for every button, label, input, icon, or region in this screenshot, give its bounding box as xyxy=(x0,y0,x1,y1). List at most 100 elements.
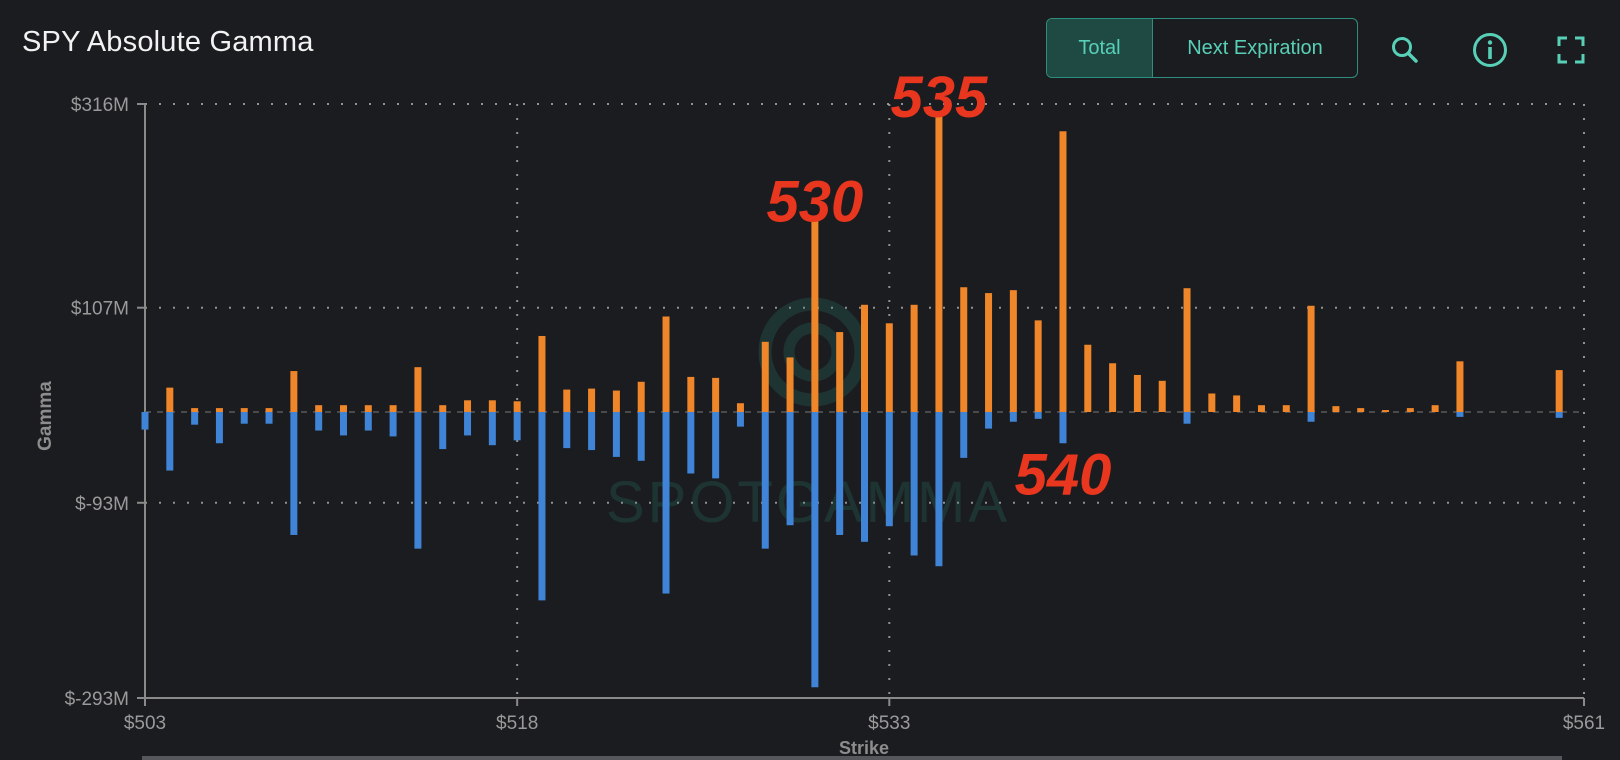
call-gamma-bar-560 xyxy=(1555,370,1563,412)
call-gamma-bar-542 xyxy=(1109,363,1117,412)
put-gamma-bar-518 xyxy=(513,412,521,441)
fullscreen-icon xyxy=(1557,36,1585,64)
call-gamma-bar-538 xyxy=(1009,290,1017,412)
put-gamma-bar-533 xyxy=(885,412,893,527)
chart-tick-labels: $316M $107M $-93M $-293M $503 $518 $533 $561 Str… xyxy=(35,95,1605,758)
call-gamma-bar-507 xyxy=(240,408,248,412)
zoom-button[interactable] xyxy=(1385,30,1425,70)
call-gamma-bar-515 xyxy=(439,405,447,412)
put-gamma-bar-535 xyxy=(935,412,943,567)
call-gamma-bar-530 xyxy=(811,219,819,412)
call-gamma-bar-525 xyxy=(687,376,695,412)
total-toggle-button[interactable]: Total xyxy=(1047,19,1153,77)
y-tick-label: $316M xyxy=(71,95,129,116)
put-gamma-bar-560 xyxy=(1555,412,1563,418)
put-gamma-bar-537 xyxy=(985,412,993,429)
call-gamma-bar-505 xyxy=(191,408,199,412)
put-gamma-bar-539 xyxy=(1034,412,1042,419)
call-gamma-bar-537 xyxy=(985,293,993,412)
expiration-toggle: Total Next Expiration xyxy=(1046,18,1358,78)
y-tick-label: $107M xyxy=(71,299,129,320)
call-gamma-bar-536 xyxy=(960,287,968,412)
put-gamma-bar-505 xyxy=(191,412,199,425)
put-gamma-bar-521 xyxy=(588,412,596,451)
call-gamma-bar-532 xyxy=(861,304,868,412)
put-gamma-bar-519 xyxy=(538,412,546,601)
strike-annotation-535: 535 xyxy=(891,65,989,130)
put-gamma-bar-530 xyxy=(811,412,819,688)
chart-annotations: 535 530 540 xyxy=(766,65,1111,507)
call-gamma-bar-522 xyxy=(612,390,620,412)
call-gamma-bar-550 xyxy=(1307,305,1315,412)
put-gamma-bar-526 xyxy=(712,412,720,479)
call-gamma-bar-556 xyxy=(1456,361,1464,412)
call-gamma-bar-534 xyxy=(910,304,918,412)
put-gamma-bar-509 xyxy=(290,412,298,535)
fullscreen-button[interactable] xyxy=(1551,30,1591,70)
call-gamma-bar-552 xyxy=(1357,408,1365,412)
put-gamma-bar-525 xyxy=(687,412,695,474)
x-tick-label: $503 xyxy=(124,713,166,734)
chart-axes xyxy=(137,103,1585,760)
put-gamma-bar-520 xyxy=(563,412,571,449)
put-gamma-bar-522 xyxy=(612,412,620,457)
call-gamma-bar-504 xyxy=(166,387,174,412)
call-gamma-bar-551 xyxy=(1332,406,1340,412)
put-gamma-bar-550 xyxy=(1307,412,1315,422)
call-gamma-bar-540 xyxy=(1059,131,1067,412)
call-gamma-bar-512 xyxy=(364,405,372,412)
put-gamma-bar-545 xyxy=(1183,412,1191,424)
put-gamma-bar-532 xyxy=(861,412,868,542)
info-icon xyxy=(1473,33,1507,67)
call-gamma-bar-553 xyxy=(1382,410,1390,412)
x-tick-label: $561 xyxy=(1563,713,1605,734)
put-gamma-bar-510 xyxy=(315,412,323,431)
call-gamma-bar-531 xyxy=(836,332,844,412)
call-gamma-bar-516 xyxy=(464,400,472,412)
put-gamma-bar-527 xyxy=(736,412,744,427)
call-gamma-bar-539 xyxy=(1034,320,1042,412)
put-gamma-bar-517 xyxy=(488,412,496,446)
put-gamma-bar-516 xyxy=(464,412,472,436)
call-gamma-bar-548 xyxy=(1257,405,1265,412)
call-gamma-bar-527 xyxy=(736,403,744,412)
next-expiration-toggle-button[interactable]: Next Expiration xyxy=(1187,36,1323,59)
chart-bars xyxy=(141,114,1563,688)
call-gamma-bar-517 xyxy=(488,400,496,412)
call-gamma-bar-555 xyxy=(1431,405,1439,412)
call-gamma-bar-529 xyxy=(786,357,794,412)
call-gamma-bar-510 xyxy=(315,405,323,412)
call-gamma-bar-521 xyxy=(588,388,596,412)
call-gamma-bar-520 xyxy=(563,389,571,412)
put-gamma-bar-504 xyxy=(166,412,174,471)
put-gamma-bar-534 xyxy=(910,412,918,556)
put-gamma-bar-515 xyxy=(439,412,447,450)
put-gamma-bar-513 xyxy=(389,412,397,437)
put-gamma-bar-523 xyxy=(637,412,645,461)
put-gamma-bar-531 xyxy=(836,412,844,535)
call-gamma-bar-547 xyxy=(1233,395,1241,412)
y-tick-label: $-93M xyxy=(75,494,129,515)
call-gamma-bar-509 xyxy=(290,371,298,412)
put-gamma-bar-506 xyxy=(215,412,223,444)
x-axis-label: Strike xyxy=(839,738,889,758)
call-gamma-bar-513 xyxy=(389,405,397,412)
call-gamma-bar-508 xyxy=(265,408,273,412)
put-gamma-bar-529 xyxy=(786,412,794,526)
call-gamma-bar-526 xyxy=(712,377,720,412)
put-gamma-bar-511 xyxy=(339,412,347,436)
call-gamma-bar-549 xyxy=(1282,405,1290,412)
x-tick-label: $533 xyxy=(868,713,910,734)
call-gamma-bar-544 xyxy=(1158,380,1166,412)
range-scrollbar[interactable] xyxy=(142,756,1562,760)
put-gamma-bar-528 xyxy=(761,412,769,549)
info-button[interactable] xyxy=(1470,30,1510,70)
call-gamma-bar-528 xyxy=(761,341,769,412)
put-gamma-bar-507 xyxy=(240,412,248,424)
magnifier-icon xyxy=(1392,37,1418,63)
call-gamma-bar-514 xyxy=(414,367,422,412)
put-gamma-bar-556 xyxy=(1456,412,1464,417)
y-axis-label: Gamma xyxy=(35,381,56,451)
chart-title: SPY Absolute Gamma xyxy=(22,26,314,58)
put-gamma-bar-514 xyxy=(414,412,422,549)
